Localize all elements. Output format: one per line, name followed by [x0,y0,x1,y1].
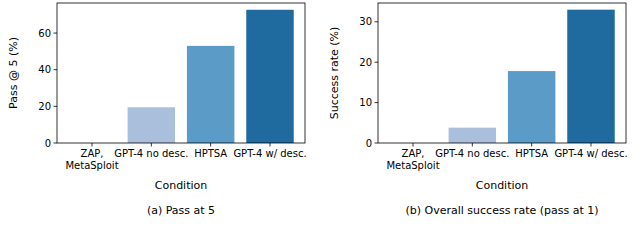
y-tick [54,69,58,70]
bar [508,71,555,143]
y-tick [375,102,379,103]
y-tick-label: 20 [359,57,372,68]
x-tick-label: GPT-4 no desc. [435,148,509,159]
y-tick-label: 30 [359,16,372,27]
x-tick-label-line: HPTSA [515,148,548,159]
x-axis-label: Condition [476,179,529,192]
x-tick [92,143,93,147]
page: {"chart_data": [ {"type": "bar", "title"… [0,0,640,230]
x-tick-label: HPTSA [194,148,227,159]
x-tick-label-line: HPTSA [194,148,227,159]
y-tick-label: 10 [359,97,372,108]
x-tick-label-line: GPT-4 no desc. [114,148,188,159]
y-tick [375,21,379,22]
bar [128,107,175,143]
y-tick-label: 0 [366,138,372,149]
x-tick-label-line: GPT-4 no desc. [435,148,509,159]
axes-frame [57,3,305,143]
y-tick-label: 60 [38,28,51,39]
bar [567,10,614,143]
y-tick [54,143,58,144]
x-tick [531,143,532,147]
bars [128,10,294,143]
x-tick [151,143,152,147]
x-tick-label: GPT-4 w/ desc. [233,148,306,159]
y-tick-label: 40 [38,64,51,75]
bars [449,10,615,143]
y-tick-label: 0 [45,138,51,149]
panel: 0 20 40 60 ZAP,MetaSploitGPT-4 no desc. HPTSA… [7,3,307,217]
y-axis-label: Pass @ 5 (%) [7,37,20,109]
x-tick [413,143,414,147]
x-tick-label-line: MetaSploit [65,160,118,171]
bar [246,10,293,143]
y-axis-label: Success rate (%) [328,27,341,120]
x-tick-label-line: MetaSploit [386,160,439,171]
bar [449,128,496,143]
panel: 0 10 20 30 ZAP,MetaSploitGPT-4 no desc. HPTSA… [328,3,628,217]
subplot-title: (a) Pass at 5 [147,204,215,217]
y-tick [375,143,379,144]
x-tick [590,143,591,147]
bar [187,46,234,143]
subplot-title: (b) Overall success rate (pass at 1) [405,204,598,217]
figure: 0204060ZAP,MetaSploitGPT-4 no desc.HPTSA… [0,0,640,230]
y-tick [54,33,58,34]
x-tick [210,143,211,147]
y-tick [375,62,379,63]
y-tick [54,106,58,107]
y-tick-label: 20 [38,101,51,112]
x-tick-label-line: GPT-4 w/ desc. [554,148,627,159]
x-tick-label: GPT-4 w/ desc. [554,148,627,159]
x-tick-label: ZAP,MetaSploit [386,148,439,171]
x-tick [269,143,270,147]
x-tick-label-line: ZAP, [402,148,425,159]
axes-frame [378,3,626,143]
x-tick-label: HPTSA [515,148,548,159]
x-tick [472,143,473,147]
x-tick-label-line: GPT-4 w/ desc. [233,148,306,159]
x-tick-label: ZAP,MetaSploit [65,148,118,171]
x-tick-label: GPT-4 no desc. [114,148,188,159]
x-tick-label-line: ZAP, [81,148,104,159]
x-axis-label: Condition [155,179,208,192]
